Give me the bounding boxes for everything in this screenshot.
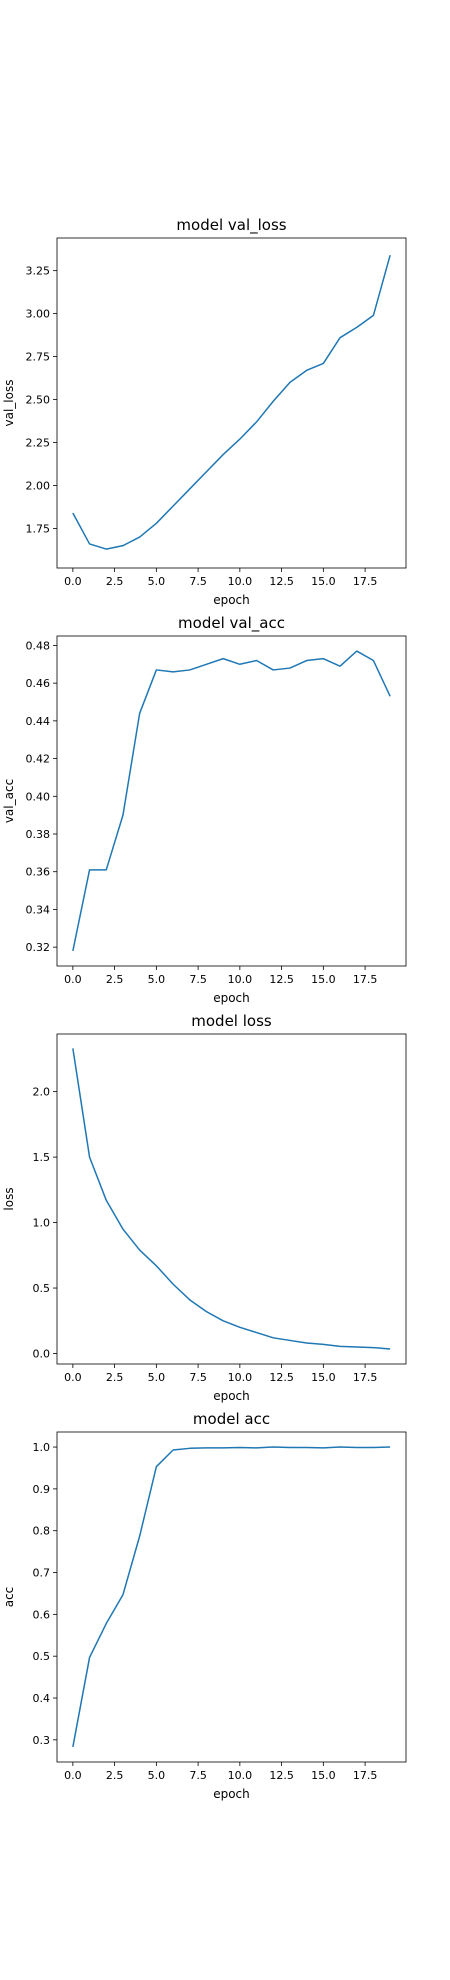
chart-title: model val_loss bbox=[176, 216, 286, 235]
y-tick-label: 2.00 bbox=[26, 480, 51, 493]
y-tick-label: 0.5 bbox=[33, 1282, 51, 1295]
series-line bbox=[72, 1446, 391, 1748]
y-tick-label: 3.25 bbox=[26, 265, 51, 278]
x-tick-label: 12.5 bbox=[269, 973, 294, 986]
y-tick-label: 1.0 bbox=[33, 1441, 51, 1454]
y-tick-label: 0.8 bbox=[33, 1525, 51, 1538]
y-axis-label: val_loss bbox=[2, 380, 16, 427]
y-tick-label: 0.3 bbox=[33, 1734, 51, 1747]
x-tick-label: 17.5 bbox=[353, 1371, 378, 1384]
x-tick-label: 12.5 bbox=[269, 1769, 294, 1782]
y-tick-label: 0.42 bbox=[26, 753, 51, 766]
x-tick-label: 5.0 bbox=[148, 1371, 166, 1384]
series-line bbox=[72, 650, 391, 952]
y-tick-label: 0.36 bbox=[26, 866, 51, 879]
y-tick-label: 0.32 bbox=[26, 941, 51, 954]
x-tick-label: 17.5 bbox=[353, 1769, 378, 1782]
y-tick-label: 0.40 bbox=[26, 790, 51, 803]
axes-frame bbox=[56, 1033, 407, 1365]
chart-acc: model acc epoch acc 0.0 2.5 5.0 7.5 10.0 12.5… bbox=[2, 1410, 407, 1801]
x-tick-label: 12.5 bbox=[269, 1371, 294, 1384]
chart-val-loss: model val_loss epoch val_loss 0.0 2.5 5.0 7… bbox=[2, 216, 407, 607]
x-tick-label: 15.0 bbox=[311, 575, 336, 588]
x-tick-label: 0.0 bbox=[64, 1371, 82, 1384]
x-tick-label: 15.0 bbox=[311, 1769, 336, 1782]
y-tick-label: 2.50 bbox=[26, 394, 51, 407]
x-tick-label: 5.0 bbox=[148, 1769, 166, 1782]
x-tick-label: 0.0 bbox=[64, 973, 82, 986]
x-tick-label: 0.0 bbox=[64, 1769, 82, 1782]
chart-loss: model loss epoch loss 0.0 2.5 5.0 7.5 10.0 12… bbox=[2, 1012, 407, 1403]
x-tick-label: 10.0 bbox=[228, 575, 253, 588]
x-tick-label: 0.0 bbox=[64, 575, 82, 588]
x-tick-label: 10.0 bbox=[228, 1371, 253, 1384]
x-tick-label: 10.0 bbox=[228, 1769, 253, 1782]
x-tick-label: 15.0 bbox=[311, 1371, 336, 1384]
y-tick-label: 0.7 bbox=[33, 1567, 51, 1580]
y-tick-label: 0.34 bbox=[26, 903, 51, 916]
x-tick-label: 2.5 bbox=[106, 575, 124, 588]
y-tick-label: 1.5 bbox=[33, 1151, 51, 1164]
x-tick-label: 10.0 bbox=[228, 973, 253, 986]
chart-title: model loss bbox=[191, 1012, 272, 1030]
x-tick-label: 17.5 bbox=[353, 575, 378, 588]
x-tick-label: 17.5 bbox=[353, 973, 378, 986]
y-tick-label: 0.48 bbox=[26, 639, 51, 652]
x-tick-label: 2.5 bbox=[106, 1769, 124, 1782]
series-line bbox=[72, 254, 391, 550]
y-tick-label: 0.4 bbox=[33, 1692, 51, 1705]
x-tick-label: 7.5 bbox=[189, 1371, 207, 1384]
y-tick-label: 0.44 bbox=[26, 715, 51, 728]
y-tick-label: 0.5 bbox=[33, 1650, 51, 1663]
x-tick-label: 15.0 bbox=[311, 973, 336, 986]
y-tick-label: 0.0 bbox=[33, 1348, 51, 1361]
x-tick-label: 7.5 bbox=[189, 973, 207, 986]
y-tick-label: 3.00 bbox=[26, 308, 51, 321]
x-axis-label: epoch bbox=[213, 991, 250, 1005]
x-tick-label: 7.5 bbox=[189, 1769, 207, 1782]
chart-val-acc: model val_acc epoch val_acc 0.0 2.5 5.0 7.5… bbox=[2, 614, 407, 1005]
y-tick-label: 0.9 bbox=[33, 1483, 51, 1496]
y-tick-label: 0.46 bbox=[26, 677, 51, 690]
axes-frame bbox=[56, 237, 407, 569]
x-tick-label: 2.5 bbox=[106, 1371, 124, 1384]
y-tick-label: 0.6 bbox=[33, 1608, 51, 1621]
y-tick-label: 2.75 bbox=[26, 351, 51, 364]
chart-title: model val_acc bbox=[178, 614, 285, 633]
y-tick-label: 2.0 bbox=[33, 1086, 51, 1099]
y-axis-label: acc bbox=[2, 1587, 16, 1608]
x-tick-label: 2.5 bbox=[106, 973, 124, 986]
x-tick-label: 7.5 bbox=[189, 575, 207, 588]
x-axis-label: epoch bbox=[213, 593, 250, 607]
y-tick-label: 0.38 bbox=[26, 828, 51, 841]
y-tick-label: 1.75 bbox=[26, 522, 51, 535]
x-axis-label: epoch bbox=[213, 1787, 250, 1801]
x-tick-label: 5.0 bbox=[148, 973, 166, 986]
axes-frame bbox=[56, 635, 407, 967]
series-line bbox=[72, 1048, 391, 1350]
y-axis-label: loss bbox=[2, 1187, 16, 1210]
x-tick-label: 5.0 bbox=[148, 575, 166, 588]
y-tick-label: 1.0 bbox=[33, 1217, 51, 1230]
y-tick-label: 2.25 bbox=[26, 437, 51, 450]
chart-title: model acc bbox=[193, 1410, 270, 1428]
x-tick-label: 12.5 bbox=[269, 575, 294, 588]
y-axis-label: val_acc bbox=[2, 779, 16, 823]
x-axis-label: epoch bbox=[213, 1389, 250, 1403]
axes-frame bbox=[56, 1431, 407, 1763]
